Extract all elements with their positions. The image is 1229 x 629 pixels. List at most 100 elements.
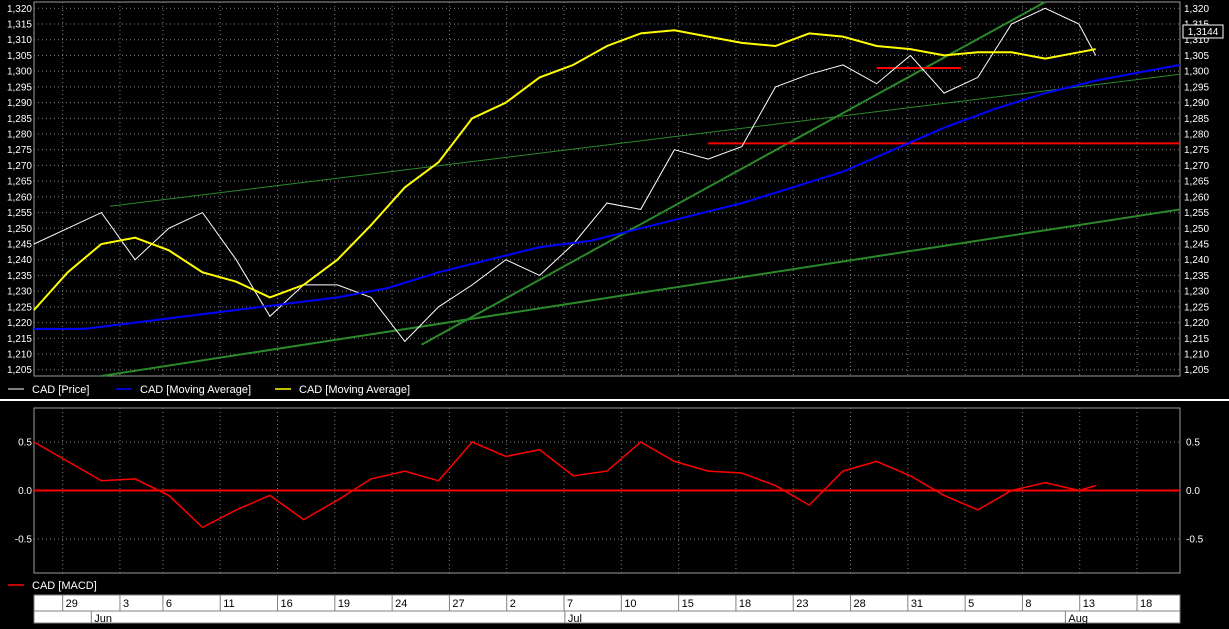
price-ytick-right: 1,265	[1184, 177, 1209, 188]
trendline-upper-thin	[109, 73, 1181, 207]
macd-ytick-right: -0.5	[1186, 535, 1204, 546]
price-ytick-right: 1,210	[1184, 350, 1209, 361]
macd-line	[33, 441, 1096, 529]
price-ytick-right: 1,280	[1184, 130, 1209, 141]
price-ytick-right: 1,215	[1184, 334, 1209, 345]
price-ytick-left: 1,250	[7, 224, 32, 235]
price-ytick-right: 1,275	[1184, 145, 1209, 156]
day-label: 19	[338, 598, 350, 610]
price-ytick-left: 1,300	[7, 67, 32, 78]
price-ytick-right: 1,245	[1184, 240, 1209, 251]
ma-short-line	[33, 29, 1096, 311]
price-ytick-right: 1,285	[1184, 114, 1209, 125]
last-price-label: 1,3144	[1188, 27, 1219, 38]
macd-yaxis-left: 0.5 0.0 -0.5	[15, 437, 33, 545]
price-ytick-right: 1,230	[1184, 287, 1209, 298]
day-label: 28	[854, 598, 866, 610]
price-ytick-left: 1,285	[7, 114, 32, 125]
legend-label-macd: CAD [MACD]	[32, 580, 97, 592]
price-plot-frame	[33, 1, 1181, 377]
day-label: 18	[1140, 598, 1152, 610]
price-ytick-left: 1,290	[7, 98, 32, 109]
price-ytick-left: 1,270	[7, 161, 32, 172]
day-label: 3	[123, 598, 129, 610]
price-ytick-left: 1,220	[7, 318, 32, 329]
macd-ytick-left: 0.5	[18, 437, 32, 448]
day-label: 23	[796, 598, 808, 610]
price-ytick-left: 1,260	[7, 192, 32, 203]
macd-ytick-left: 0.0	[18, 486, 32, 497]
day-label: 15	[682, 598, 694, 610]
month-label: Aug	[1068, 613, 1088, 624]
price-ytick-left: 1,215	[7, 334, 32, 345]
time-axis-days: 29 3 6 11 16 19 24 27 2 7 10 15 18 23 28 31 5 8 13 18	[62, 595, 1152, 611]
price-ytick-right: 1,240	[1184, 255, 1209, 266]
price-ytick-right: 1,305	[1184, 51, 1209, 62]
price-legend: CAD [Price] CAD [Moving Average] CAD [Mo…	[8, 384, 410, 396]
price-line	[33, 7, 1097, 343]
price-ytick-right: 1,220	[1184, 318, 1209, 329]
price-ytick-left: 1,235	[7, 271, 32, 282]
price-ytick-left: 1,210	[7, 350, 32, 361]
price-ytick-left: 1,315	[7, 20, 32, 31]
price-series-layer	[33, 1, 1181, 377]
day-label: 27	[452, 598, 464, 610]
price-grid	[34, 2, 1180, 376]
price-ytick-right: 1,235	[1184, 271, 1209, 282]
price-ytick-left: 1,320	[7, 4, 32, 15]
day-label: 11	[223, 598, 234, 610]
day-label: 18	[739, 598, 751, 610]
day-label: 5	[968, 598, 974, 610]
price-ytick-left: 1,305	[7, 51, 32, 62]
day-label: 13	[1083, 598, 1095, 610]
price-ytick-left: 1,240	[7, 255, 32, 266]
price-ytick-left: 1,280	[7, 130, 32, 141]
day-label: 8	[1025, 598, 1031, 610]
trendline-lower	[101, 208, 1181, 377]
trendline-steep	[421, 1, 1046, 346]
macd-legend: CAD [MACD]	[8, 580, 97, 592]
price-ytick-right: 1,300	[1184, 67, 1209, 78]
price-ytick-left: 1,230	[7, 287, 32, 298]
price-ytick-right: 1,290	[1184, 98, 1209, 109]
price-ytick-left: 1,295	[7, 82, 32, 93]
price-ytick-right: 1,310	[1184, 35, 1209, 46]
day-label: 31	[911, 598, 923, 610]
day-label: 10	[624, 598, 636, 610]
price-ytick-left: 1,310	[7, 35, 32, 46]
legend-label-ma-long: CAD [Moving Average]	[140, 384, 251, 396]
day-label: 16	[281, 598, 293, 610]
time-axis-bar[interactable]	[33, 594, 1181, 624]
macd-yaxis-right: 0.5 0.0 -0.5	[1186, 437, 1204, 545]
day-label: 2	[510, 598, 516, 610]
price-ytick-right: 1,295	[1184, 82, 1209, 93]
day-label: 24	[395, 598, 407, 610]
legend-label-price: CAD [Price]	[32, 384, 89, 396]
ma-long-line	[34, 63, 1181, 330]
day-label: 6	[166, 598, 172, 610]
price-ytick-left: 1,275	[7, 145, 32, 156]
price-ytick-right: 1,255	[1184, 208, 1209, 219]
price-ytick-left: 1,205	[7, 365, 32, 376]
day-label: 7	[567, 598, 573, 610]
macd-ytick-right: 0.5	[1186, 437, 1200, 448]
last-price-tag	[1182, 24, 1224, 39]
time-axis-months: Jun Jul Aug	[90, 611, 1088, 625]
month-label: Jul	[568, 613, 582, 624]
price-ytick-left: 1,255	[7, 208, 32, 219]
macd-series-layer	[33, 441, 1180, 529]
price-ytick-right: 1,205	[1184, 365, 1209, 376]
price-ytick-left: 1,245	[7, 240, 32, 251]
price-ytick-left: 1,225	[7, 302, 32, 313]
macd-ytick-right: 0.0	[1186, 486, 1200, 497]
macd-ytick-left: -0.5	[15, 535, 33, 546]
price-ytick-right: 1,260	[1184, 192, 1209, 203]
price-yaxis-left: 1,205 1,210 1,215 1,220 1,225 1,230 1,235 1,240…	[7, 4, 32, 376]
day-label: 29	[66, 598, 78, 610]
price-ytick-right: 1,270	[1184, 161, 1209, 172]
month-label: Jun	[94, 613, 112, 624]
price-ytick-right: 1,320	[1184, 4, 1209, 15]
price-ytick-right: 1,250	[1184, 224, 1209, 235]
